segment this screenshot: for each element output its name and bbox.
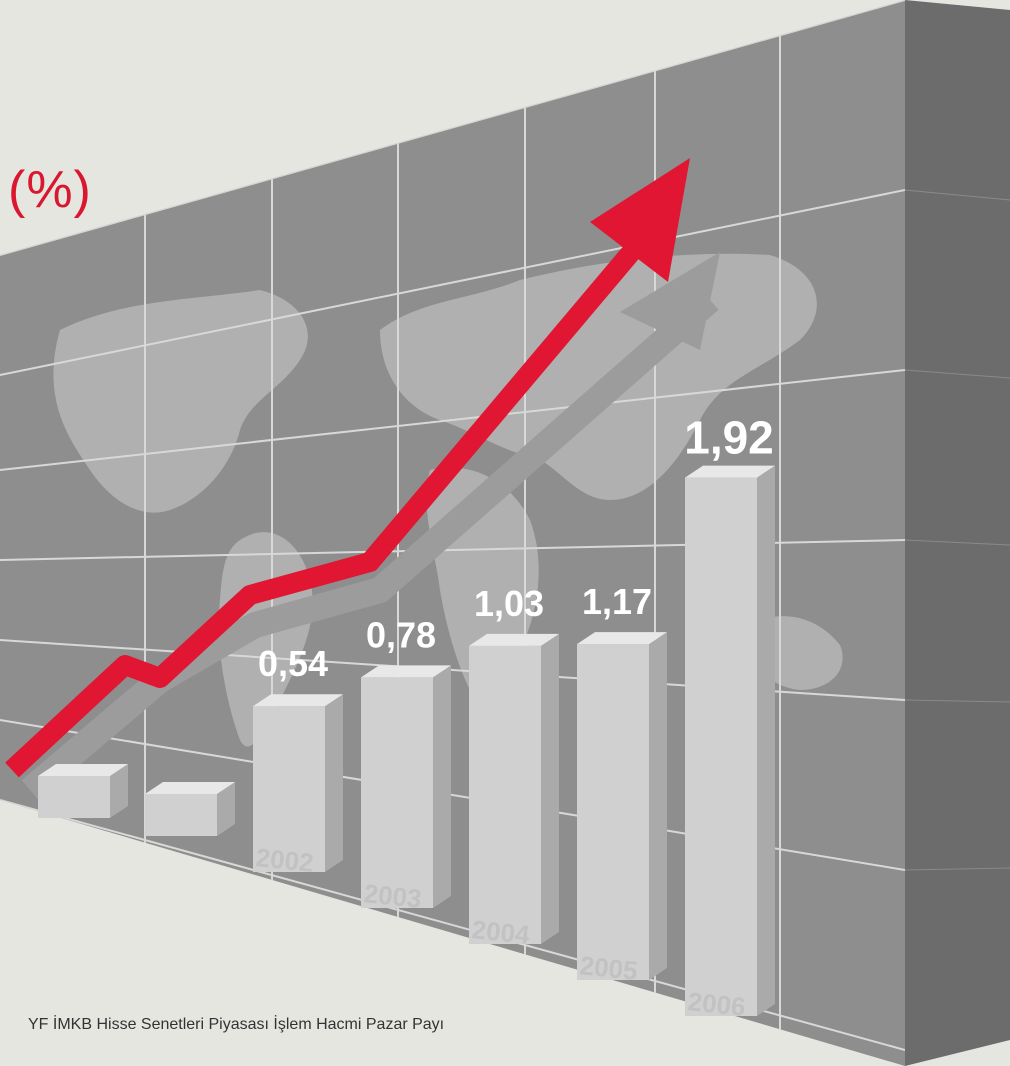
chart-caption: YF İMKB Hisse Senetleri Piyasası İşlem H… [28, 1016, 445, 1033]
red-trend-arrow [5, 158, 690, 778]
bar-2: 2002 0,54 [253, 643, 343, 878]
bar-side-face [217, 782, 235, 836]
year-label: 2002 [254, 842, 315, 878]
bar-front-face [253, 706, 325, 872]
bar-front-face [469, 645, 541, 944]
bar-front-face [145, 794, 217, 836]
bar-5: 2005 1,17 [577, 581, 667, 986]
bar-front-face [577, 644, 649, 980]
year-label: 2004 [470, 914, 531, 950]
bar-front-face [685, 477, 757, 1017]
bar-top-face [145, 782, 235, 794]
value-label: 0,54 [258, 643, 328, 684]
value-label: 1,17 [582, 581, 652, 622]
bar-top-face [38, 764, 128, 776]
wall-side [905, 0, 1010, 1066]
year-label: 2003 [362, 878, 423, 914]
value-label: 0,78 [366, 614, 436, 655]
bar-side-face [757, 465, 775, 1017]
bar-side-face [541, 633, 559, 944]
unit-label: (%) [8, 161, 92, 219]
bar-front-face [361, 677, 433, 908]
bar-side-face [110, 764, 128, 818]
bar-front-face [38, 776, 110, 818]
bar-3: 2003 0,78 [361, 614, 451, 914]
gray-trend-arrow [21, 252, 720, 800]
bar-top-face [577, 632, 667, 645]
value-label: 1,92 [684, 412, 774, 464]
bar-side-face [433, 665, 451, 908]
bar-side-face [325, 694, 343, 872]
bar-0 [38, 764, 128, 818]
bar-1 [145, 782, 235, 836]
year-label: 2005 [578, 950, 639, 986]
bar-top-face [361, 665, 451, 678]
value-label: 1,03 [474, 583, 544, 624]
bar-top-face [469, 633, 559, 646]
bar-top-face [685, 465, 775, 478]
year-label: 2006 [686, 986, 747, 1022]
bar-4: 2004 1,03 [469, 583, 559, 950]
bar-top-face [253, 694, 343, 707]
bars-layer: 2002 0,54 2003 0,78 2004 1,03 2005 1,17 2006 1,92 [38, 412, 775, 1022]
wall-side-lines [904, 189, 1010, 871]
bar-side-face [649, 632, 667, 980]
bar-6: 2006 1,92 [684, 412, 775, 1022]
